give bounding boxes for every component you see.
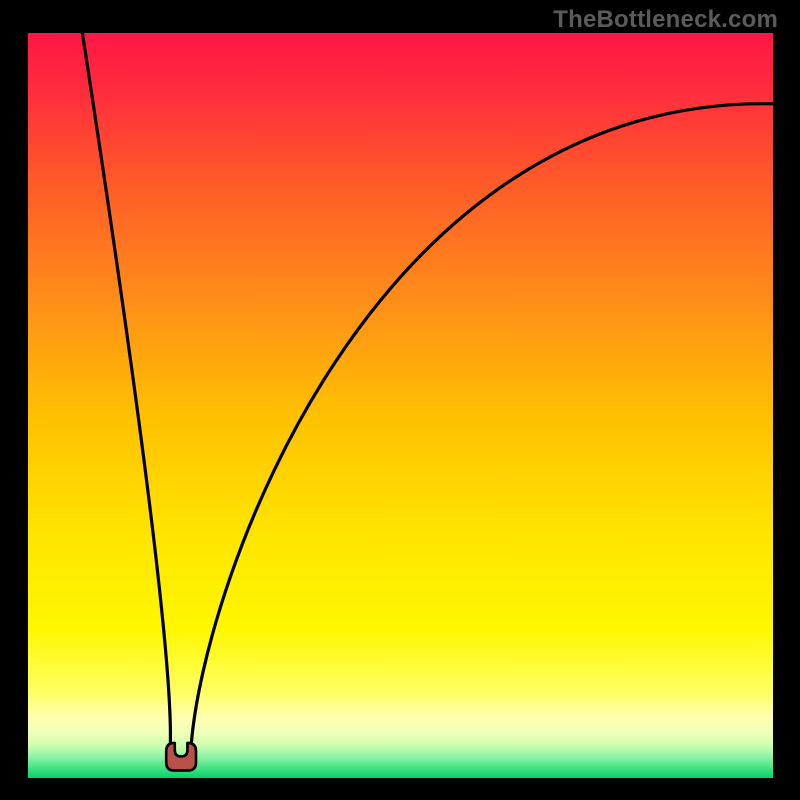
watermark-text: TheBottleneck.com — [553, 6, 778, 33]
plot-area — [28, 33, 773, 778]
watermark-wrap: TheBottleneck.com — [553, 6, 778, 34]
gradient-background — [28, 33, 773, 778]
plot-svg — [28, 33, 773, 778]
chart-container: TheBottleneck.com — [0, 0, 800, 800]
